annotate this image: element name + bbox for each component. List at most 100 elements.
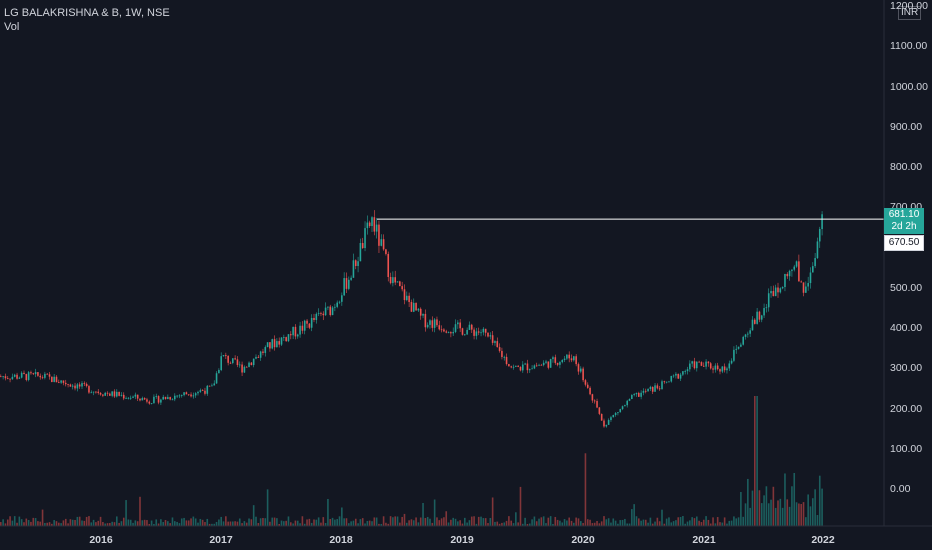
volume-bar	[69, 519, 72, 526]
volume-bar	[88, 516, 90, 526]
volume-bar	[661, 509, 663, 526]
reference-line-price-tag: 670.50	[884, 235, 924, 251]
candle-up	[691, 361, 693, 364]
price-tick-label: 1000.00	[890, 80, 928, 93]
candle-up	[528, 369, 531, 371]
candle-up	[310, 317, 313, 328]
candle-up	[482, 328, 485, 333]
candle-down	[598, 407, 601, 414]
volume-bar	[700, 522, 703, 526]
price-tick-label: 400.00	[890, 322, 923, 334]
volume-indicator-label[interactable]: Vol	[4, 21, 20, 33]
candle-up	[153, 396, 155, 404]
volume-bar	[758, 490, 761, 526]
candle-up	[795, 261, 798, 267]
candle-up	[607, 420, 610, 425]
volume-bar	[582, 522, 584, 526]
candle-up	[756, 311, 758, 324]
volume-bar	[278, 523, 280, 526]
volume-bar	[751, 490, 754, 526]
volume-bar	[626, 523, 628, 526]
volume-series	[0, 396, 823, 526]
volume-bar	[399, 522, 401, 526]
volume-bar	[338, 516, 341, 526]
candlestick-series	[0, 210, 823, 428]
candle-down	[772, 291, 775, 297]
candle-down	[712, 368, 714, 370]
volume-bar	[204, 522, 206, 526]
volume-bar	[266, 489, 269, 526]
volume-bar	[375, 517, 378, 526]
candle-down	[227, 355, 229, 363]
volume-bar	[415, 517, 417, 526]
volume-bar	[452, 517, 454, 526]
volume-bar	[9, 516, 11, 526]
volume-bar	[255, 516, 257, 526]
candle-down	[234, 358, 236, 360]
currency-label[interactable]: INR	[898, 6, 922, 20]
candle-up	[747, 333, 749, 335]
candle-up	[11, 376, 14, 380]
candle-down	[322, 313, 325, 316]
candle-up	[280, 337, 283, 345]
candle-down	[285, 337, 287, 342]
candle-up	[770, 291, 772, 294]
candle-down	[436, 319, 438, 326]
volume-bar	[262, 517, 264, 526]
volume-bar	[802, 502, 805, 526]
candle-up	[412, 302, 415, 312]
candle-up	[134, 394, 137, 397]
volume-bar	[403, 513, 406, 526]
candle-down	[445, 331, 448, 333]
volume-bar	[772, 486, 775, 526]
volume-bar	[691, 517, 693, 526]
volume-bar	[132, 522, 134, 526]
volume-bar	[686, 521, 689, 526]
candle-up	[357, 261, 359, 266]
volume-bar	[665, 518, 668, 526]
volume-bar	[508, 516, 510, 526]
candle-down	[382, 239, 385, 250]
volume-bar	[473, 516, 475, 526]
volume-bar	[308, 518, 311, 526]
volume-bar	[81, 520, 83, 526]
candle-up	[654, 385, 656, 392]
volume-bar	[737, 517, 740, 526]
volume-bar	[34, 518, 37, 526]
volume-bar	[232, 521, 234, 526]
volume-bar	[280, 520, 283, 526]
volume-bar	[78, 516, 81, 526]
candle-up	[343, 278, 345, 296]
candle-down	[99, 392, 102, 395]
candle-down	[373, 217, 376, 232]
time-tick-label: 2022	[811, 534, 835, 546]
volume-bar	[220, 516, 222, 526]
candle-up	[714, 365, 717, 370]
candle-up	[812, 266, 814, 273]
candle-down	[190, 394, 192, 397]
volume-bar	[283, 521, 285, 526]
candle-up	[545, 361, 547, 363]
volume-bar	[102, 521, 104, 526]
candle-down	[540, 364, 543, 366]
volume-bar	[593, 522, 596, 526]
volume-bar	[111, 521, 113, 526]
volume-bar	[672, 521, 675, 526]
volume-bar	[417, 522, 420, 526]
candle-up	[605, 424, 608, 427]
candle-up	[735, 348, 738, 350]
volume-bar	[436, 517, 438, 526]
candle-up	[132, 396, 134, 398]
volume-bar	[352, 520, 355, 526]
candle-up	[120, 394, 123, 396]
time-tick-label: 2020	[571, 534, 595, 546]
candle-down	[95, 391, 97, 393]
candle-up	[742, 336, 744, 345]
volume-bar	[580, 521, 582, 526]
volume-bar	[459, 520, 461, 526]
candle-up	[283, 337, 285, 338]
volume-bar	[740, 491, 742, 526]
symbol-title[interactable]: LG BALAKRISHNA & B, 1W, NSE	[4, 7, 170, 19]
